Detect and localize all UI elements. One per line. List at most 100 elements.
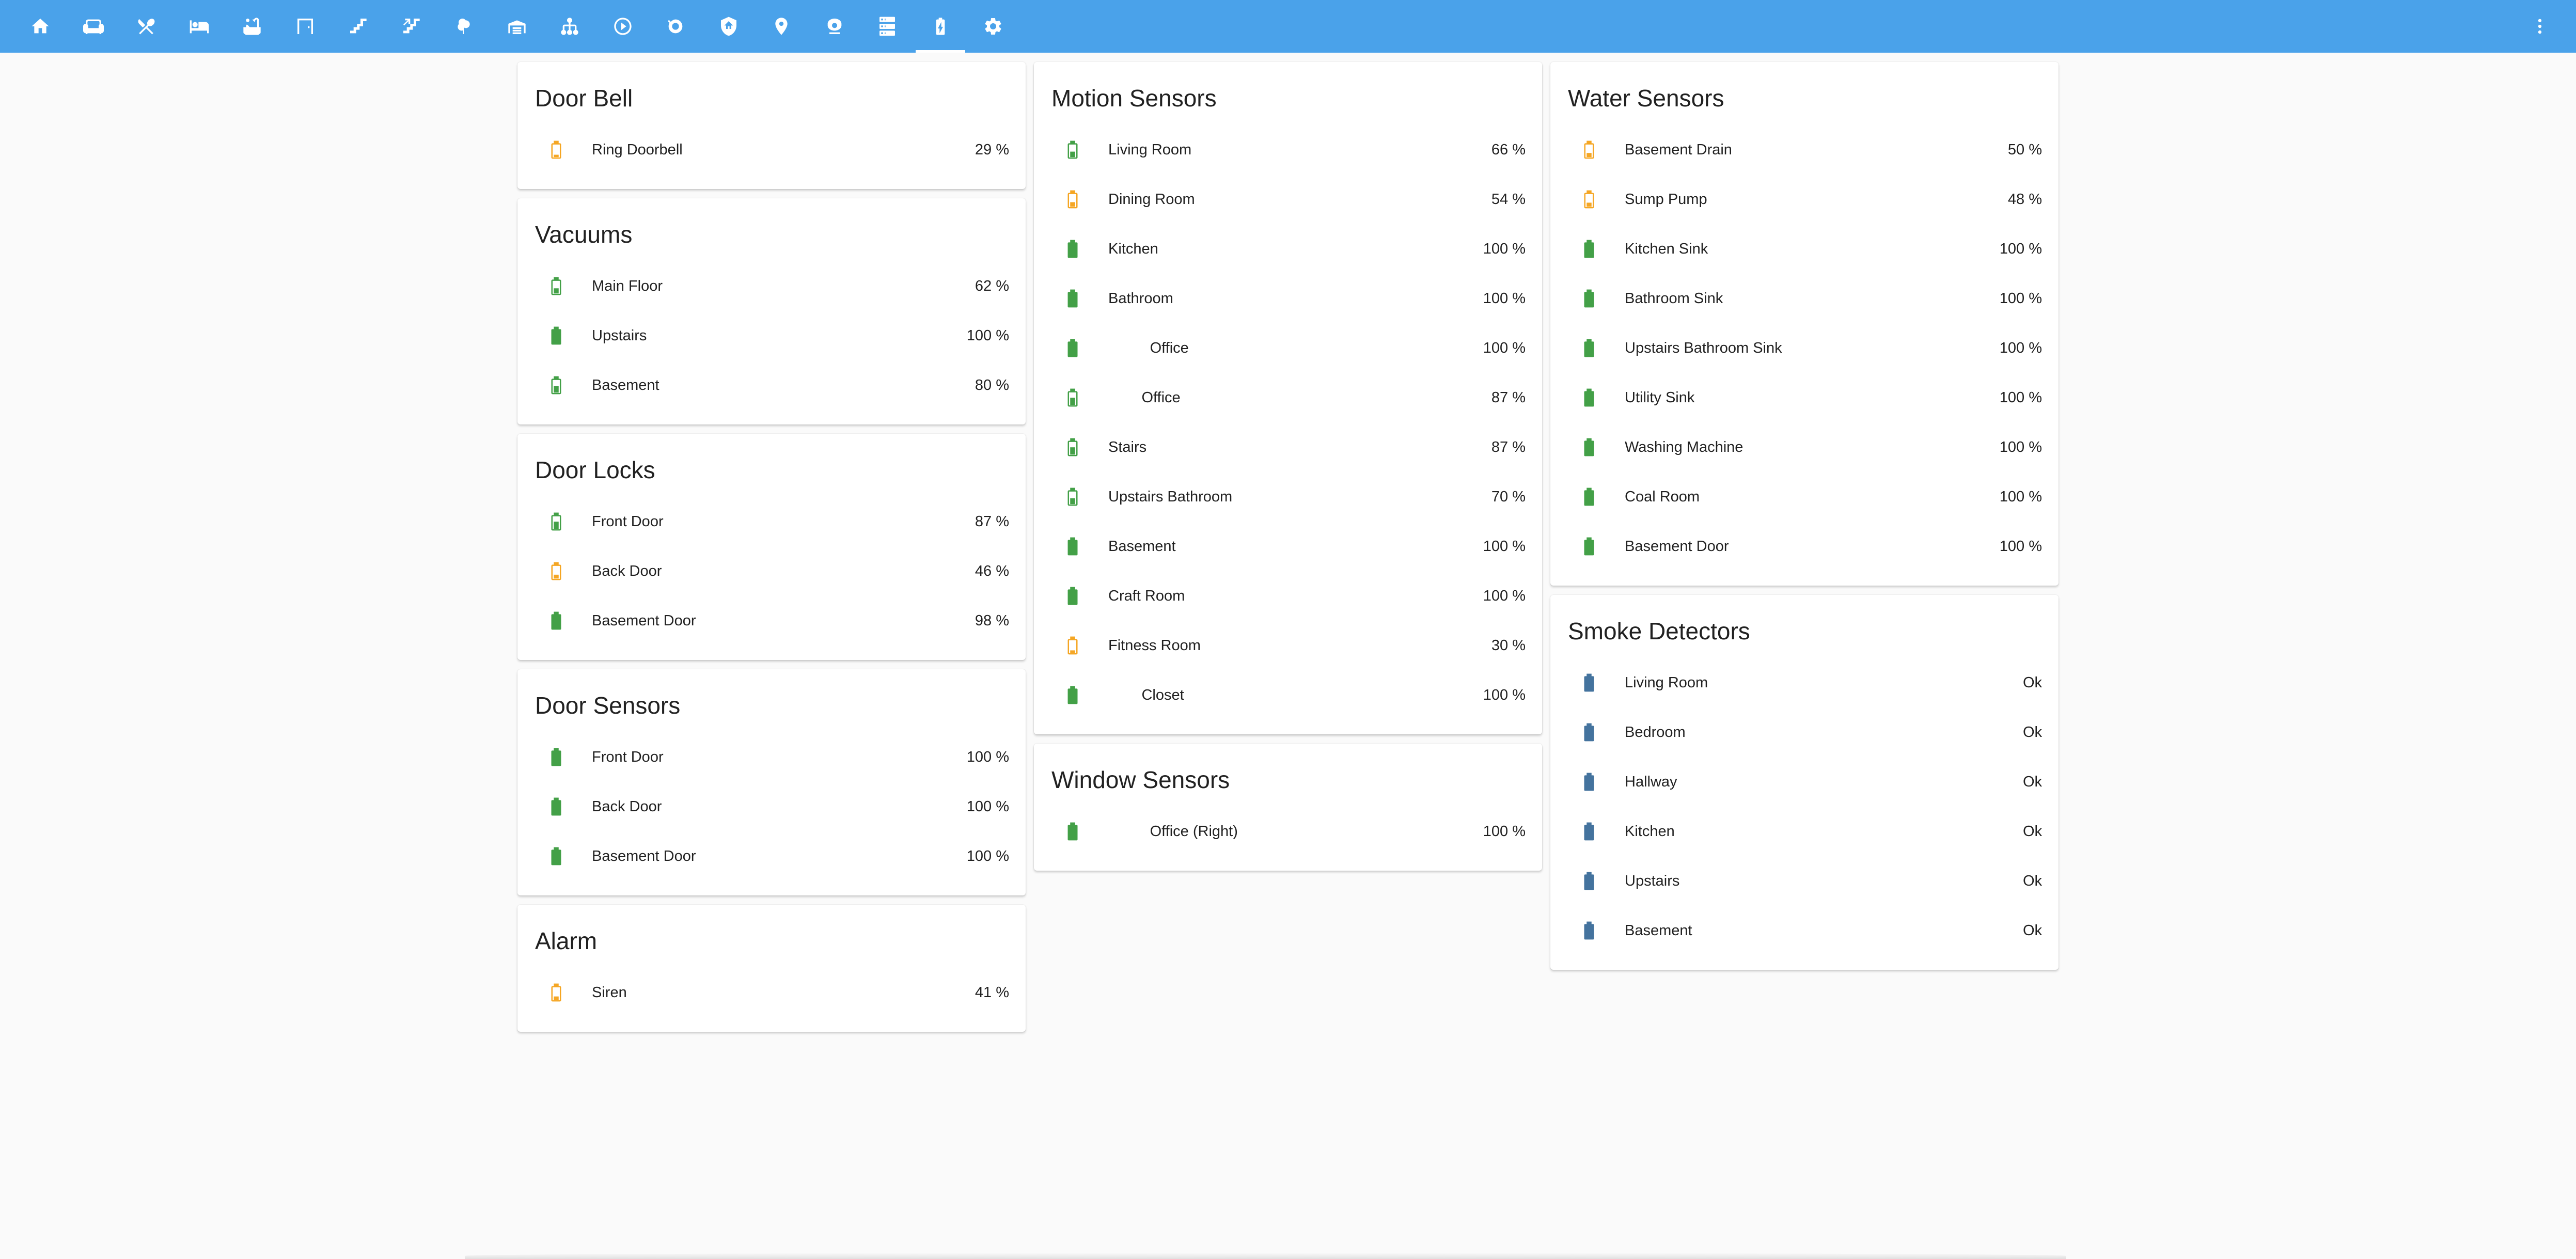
entity-row[interactable]: Washing Machine 100 %: [1550, 422, 2059, 472]
entity-name: Basement Door: [592, 848, 696, 864]
entity-row[interactable]: Basement Drain 50 %: [1550, 125, 2059, 175]
entity-row[interactable]: Closet 100 %: [1034, 670, 1542, 720]
entity-row[interactable]: Front Door 87 %: [517, 497, 1026, 546]
entity-row[interactable]: Upstairs 100 %: [517, 311, 1026, 360]
bed-icon: [190, 20, 209, 34]
card-title: Door Sensors: [535, 692, 681, 719]
battery-icon: [551, 326, 561, 345]
entity-state: 100 %: [966, 798, 1009, 815]
entity-row[interactable]: Basement Door 98 %: [517, 596, 1026, 646]
entity-row[interactable]: Office 87 %: [1034, 373, 1542, 422]
entity-row[interactable]: Basement Ok: [1550, 906, 2059, 955]
battery-icon: [1067, 339, 1078, 357]
entity-name: Bathroom Sink: [1625, 290, 1723, 307]
tab-home[interactable]: [14, 0, 66, 53]
garage-icon: [508, 20, 526, 34]
entity-row[interactable]: Basement Door 100 %: [517, 831, 1026, 881]
entity-row[interactable]: Upstairs Ok: [1550, 856, 2059, 906]
tab-gear[interactable]: [967, 0, 1019, 53]
entity-name: Siren: [592, 984, 627, 1001]
tab-server[interactable]: [861, 0, 913, 53]
entity-row[interactable]: Dining Room 54 %: [1034, 175, 1542, 224]
entity-row[interactable]: Basement 80 %: [517, 360, 1026, 410]
tab-bathtub[interactable]: [226, 0, 278, 53]
tab-cctv[interactable]: [809, 0, 860, 53]
entity-row[interactable]: Bathroom 100 %: [1034, 274, 1542, 323]
entity-row[interactable]: Living Room 66 %: [1034, 125, 1542, 175]
tab-battery-charging[interactable]: [915, 0, 966, 53]
entity-name: Basement: [1625, 922, 1692, 939]
card-alarm: Alarm Siren 41 %: [517, 905, 1026, 1032]
battery-icon: [1584, 289, 1594, 308]
card-smoke-detectors: Smoke Detectors Living Room Ok Bedroom Ok Hal…: [1550, 595, 2059, 970]
tab-robot-vacuum[interactable]: [650, 0, 701, 53]
entity-row[interactable]: Siren 41 %: [517, 968, 1026, 1017]
battery-icon: [551, 562, 561, 580]
battery-icon: [1067, 240, 1078, 258]
entity-row[interactable]: Front Door 100 %: [517, 732, 1026, 782]
entity-row[interactable]: Kitchen Sink 100 %: [1550, 224, 2059, 274]
entity-row[interactable]: Kitchen Ok: [1550, 807, 2059, 856]
card-title: Alarm: [535, 927, 598, 954]
entity-row[interactable]: Upstairs Bathroom 70 %: [1034, 472, 1542, 522]
entity-name: Basement Drain: [1625, 141, 1732, 158]
battery-icon: [1584, 537, 1594, 556]
entity-row[interactable]: Office 100 %: [1034, 323, 1542, 373]
battery-icon: [1067, 289, 1078, 308]
entity-row[interactable]: Back Door 46 %: [517, 546, 1026, 596]
entity-row[interactable]: Coal Room 100 %: [1550, 472, 2059, 522]
entity-row[interactable]: Bedroom Ok: [1550, 707, 2059, 757]
entity-name: Basement Door: [1625, 538, 1729, 555]
entity-row[interactable]: Sump Pump 48 %: [1550, 175, 2059, 224]
entity-name: Hallway: [1625, 774, 1677, 790]
battery-icon: [1584, 438, 1594, 457]
entity-row[interactable]: Kitchen 100 %: [1034, 224, 1542, 274]
tab-silverware[interactable]: [120, 0, 172, 53]
entity-row[interactable]: Bathroom Sink 100 %: [1550, 274, 2059, 323]
entity-row[interactable]: Utility Sink 100 %: [1550, 373, 2059, 422]
tab-network[interactable]: [544, 0, 595, 53]
entity-row[interactable]: Living Room Ok: [1550, 658, 2059, 707]
entity-row[interactable]: Office (Right) 100 %: [1034, 807, 1542, 856]
entity-state: 87 %: [975, 513, 1009, 530]
tab-door[interactable]: [279, 0, 331, 53]
sofa-icon: [83, 19, 104, 34]
entity-name: Fitness Room: [1108, 637, 1201, 654]
entity-row[interactable]: Craft Room 100 %: [1034, 571, 1542, 621]
battery-icon: [1584, 773, 1594, 791]
battery-icon: [1584, 487, 1594, 506]
card-title: Window Sensors: [1051, 766, 1230, 793]
tab-shield-home[interactable]: [703, 0, 755, 53]
entity-name: Back Door: [592, 563, 662, 579]
card-title: Water Sensors: [1568, 85, 1724, 112]
tab-stairs[interactable]: [332, 0, 384, 53]
overflow-menu-button[interactable]: [2524, 0, 2555, 53]
tab-bed[interactable]: [174, 0, 225, 53]
entity-state: 29 %: [975, 141, 1009, 158]
tab-play-circle[interactable]: [597, 0, 649, 53]
battery-icon: [1067, 487, 1078, 506]
tab-map-marker[interactable]: [756, 0, 807, 53]
entity-name: Craft Room: [1108, 588, 1185, 604]
entity-state: 54 %: [1491, 191, 1526, 208]
card-title: Smoke Detectors: [1568, 618, 1750, 644]
entity-row[interactable]: Fitness Room 30 %: [1034, 621, 1542, 670]
tab-stairs-up[interactable]: [385, 0, 437, 53]
entity-state: 62 %: [975, 278, 1009, 294]
entity-row[interactable]: Basement Door 100 %: [1550, 522, 2059, 571]
entity-state: Ok: [2022, 922, 2042, 939]
entity-row[interactable]: Upstairs Bathroom Sink 100 %: [1550, 323, 2059, 373]
entity-row[interactable]: Basement 100 %: [1034, 522, 1542, 571]
battery-icon: [551, 277, 561, 295]
tab-garage[interactable]: [491, 0, 543, 53]
tab-sofa[interactable]: [68, 0, 119, 53]
entity-row[interactable]: Hallway Ok: [1550, 757, 2059, 807]
entity-row[interactable]: Stairs 87 %: [1034, 422, 1542, 472]
shield-home-icon: [720, 17, 736, 36]
entity-row[interactable]: Back Door 100 %: [517, 782, 1026, 831]
tab-tree[interactable]: [438, 0, 490, 53]
entity-state: 87 %: [1491, 439, 1526, 455]
entity-row[interactable]: Ring Doorbell 29 %: [517, 125, 1026, 175]
bathtub-icon: [243, 18, 261, 35]
entity-row[interactable]: Main Floor 62 %: [517, 261, 1026, 311]
